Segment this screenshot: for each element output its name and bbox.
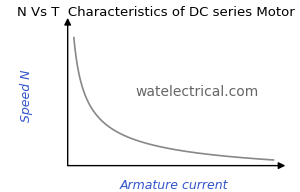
Text: watelectrical.com: watelectrical.com — [135, 85, 259, 99]
Text: N Vs T  Characteristics of DC series Motor: N Vs T Characteristics of DC series Moto… — [17, 6, 295, 19]
Text: Armature current: Armature current — [119, 179, 228, 192]
Text: Speed N: Speed N — [20, 70, 33, 122]
